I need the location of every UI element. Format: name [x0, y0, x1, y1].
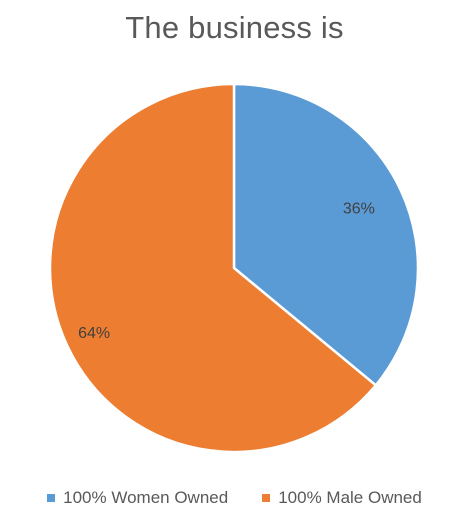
pie-slice-male-owned	[48, 82, 378, 454]
legend-item-women-owned: 100% Women Owned	[47, 488, 228, 508]
pie-slices	[48, 82, 420, 454]
chart-title: The business is	[125, 10, 344, 45]
data-label-male-owned: 64%	[78, 325, 110, 342]
legend: 100% Women Owned 100% Male Owned	[0, 488, 469, 508]
legend-swatch-male-owned	[262, 494, 271, 502]
data-label-women-owned: 36%	[343, 200, 375, 217]
legend-label-women-owned: 100% Women Owned	[63, 488, 229, 507]
pie-data-labels: 36% 64%	[78, 200, 375, 342]
legend-label-male-owned: 100% Male Owned	[278, 488, 422, 507]
legend-swatch-women-owned	[47, 494, 56, 502]
legend-item-male-owned: 100% Male Owned	[262, 488, 422, 508]
pie-slice-women-owned	[232, 82, 420, 387]
